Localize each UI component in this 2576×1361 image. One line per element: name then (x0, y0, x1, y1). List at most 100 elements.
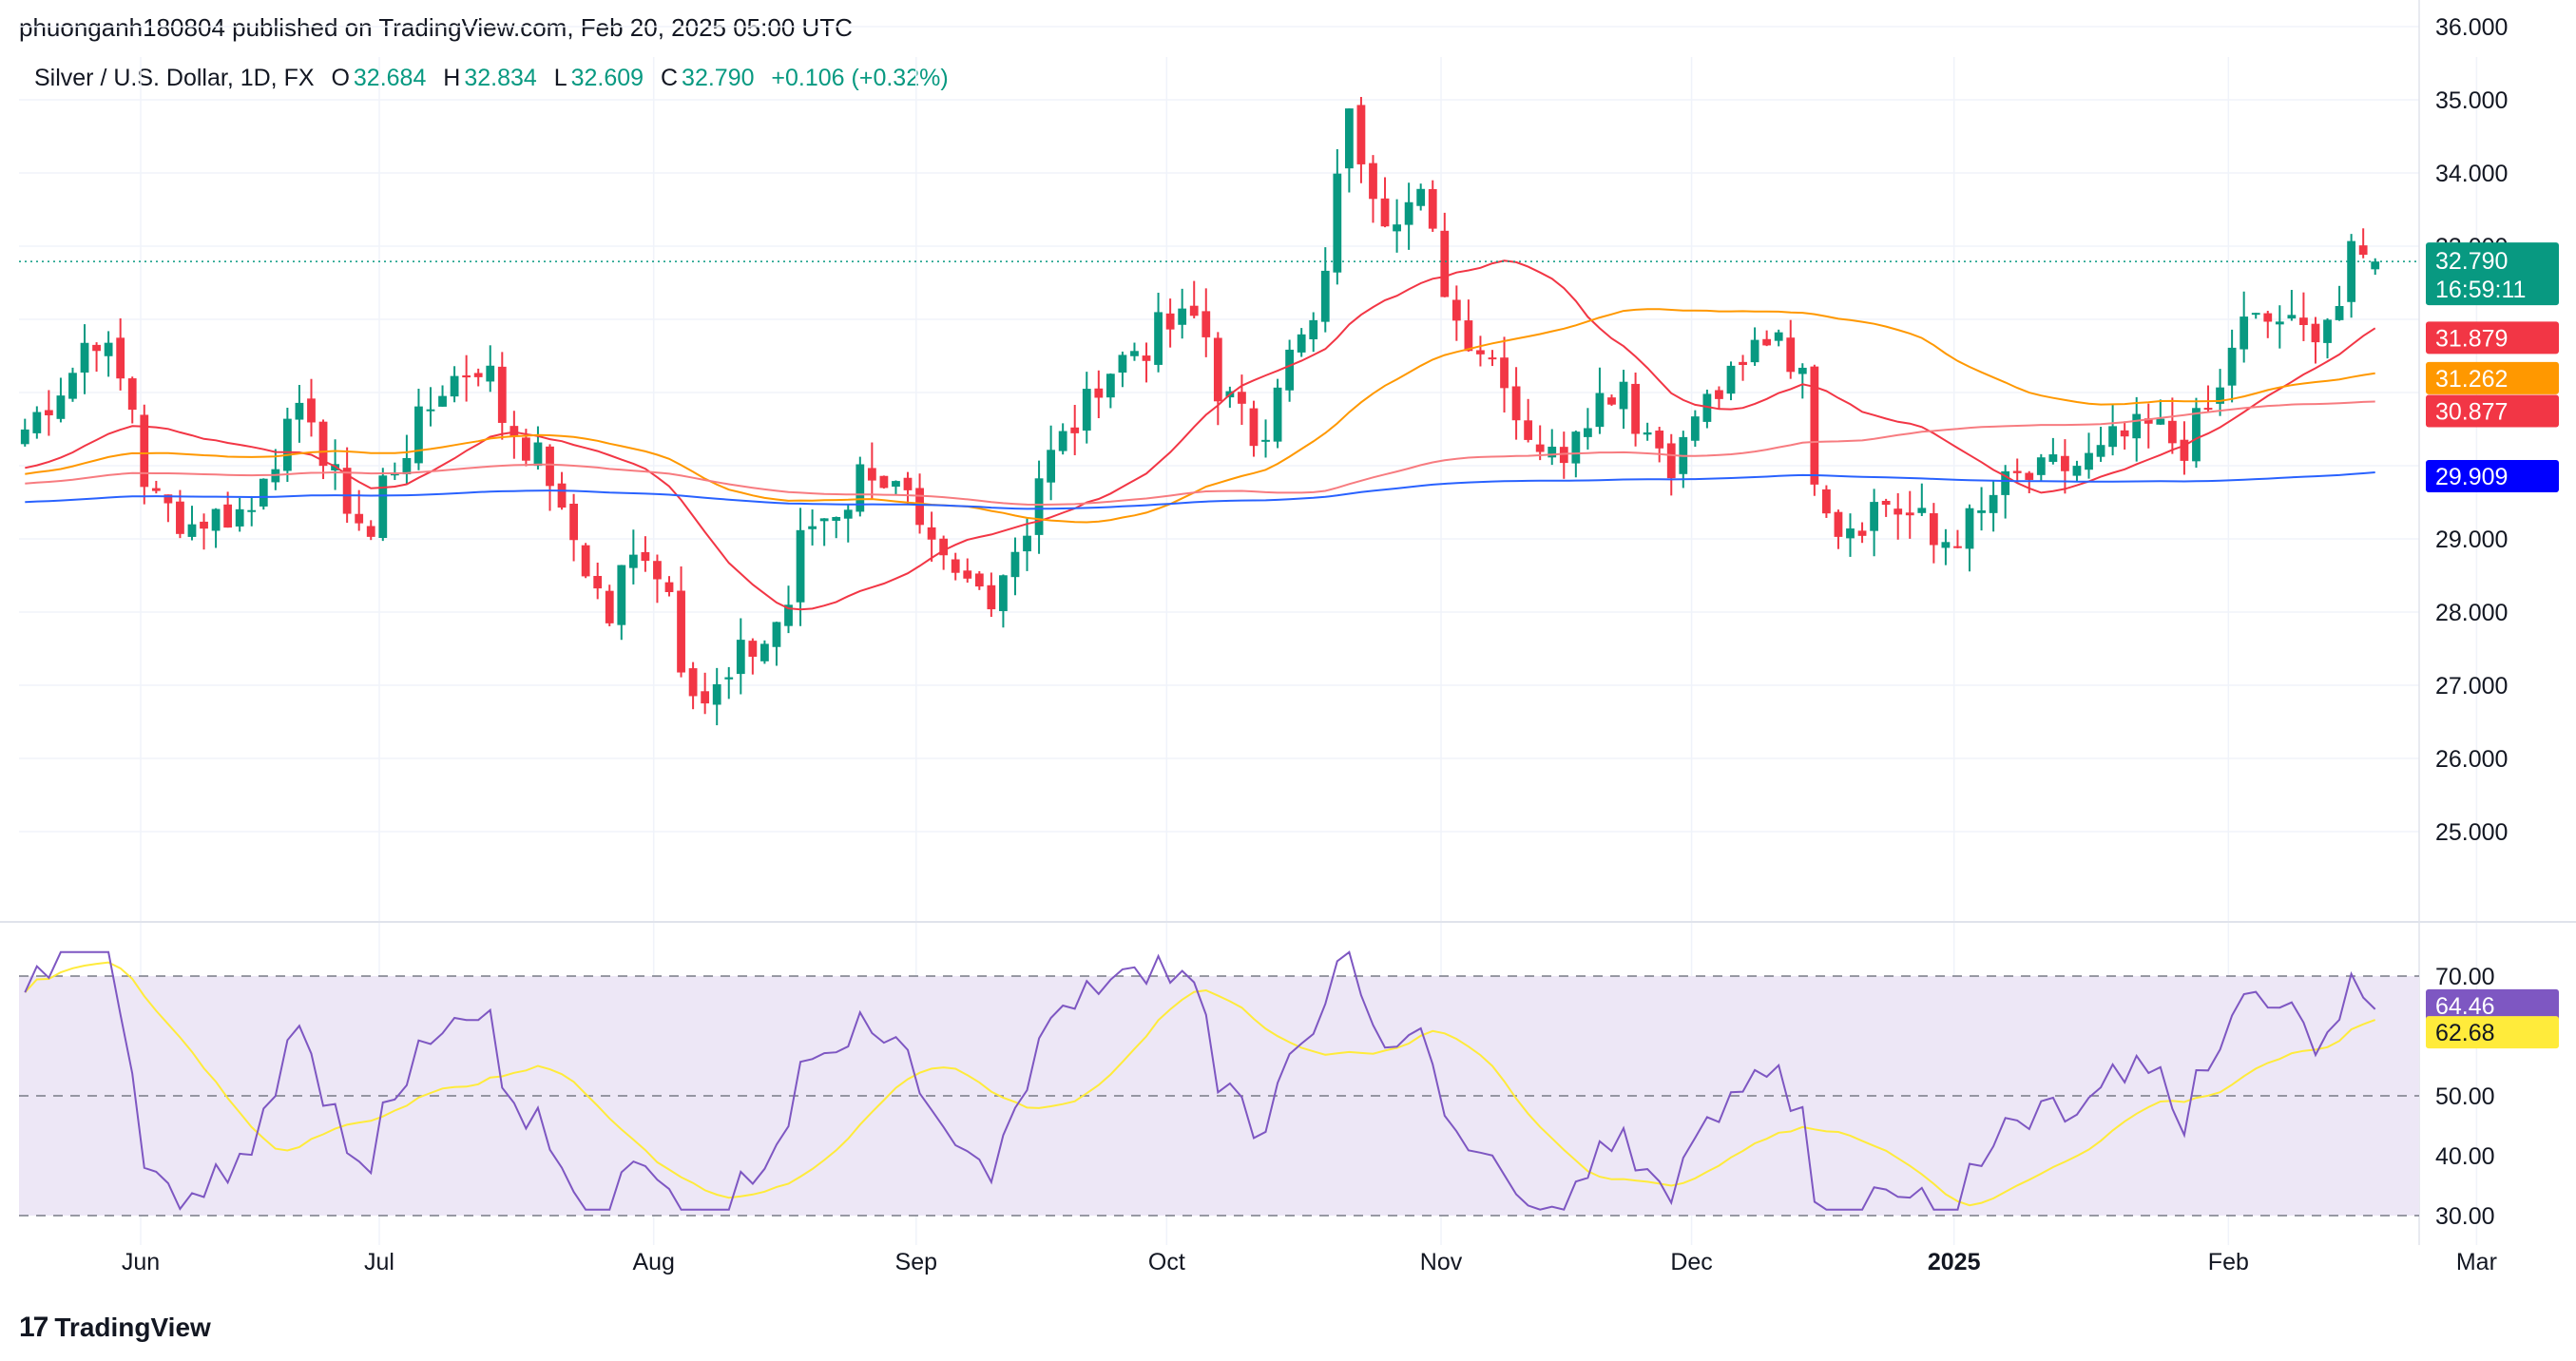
price-tick-label: 36.000 (2435, 14, 2508, 41)
candle-body (1047, 450, 1056, 483)
candle-body (247, 509, 257, 512)
candle-body (1165, 313, 1175, 330)
candle-body (939, 538, 949, 556)
candle-body (1726, 365, 1736, 394)
time-axis[interactable]: Jun Jul Aug Sep Oct Nov Dec 2025 Feb Mar (122, 1249, 2497, 1275)
candle-body (1130, 351, 1139, 356)
candle-body (176, 501, 184, 534)
candle-body (1762, 338, 1772, 346)
candle-body (1571, 431, 1581, 464)
candle-body (1643, 431, 1652, 435)
candle-body (1715, 390, 1723, 399)
candle-body (772, 622, 781, 647)
price-tick-label: 25.000 (2435, 819, 2508, 846)
candle-body (2143, 418, 2153, 424)
candle-body (1428, 188, 1437, 229)
candle-body (438, 395, 447, 407)
candle-body (879, 475, 889, 489)
candle-body (1010, 551, 1020, 578)
candle-body (808, 526, 817, 529)
candle-body (1404, 201, 1413, 225)
candle-body (951, 559, 960, 573)
candle-body (1524, 420, 1533, 440)
candle-body (187, 524, 197, 537)
candle-body (855, 464, 865, 512)
candle-body (712, 683, 721, 705)
countdown-tag: 16:59:11 (2435, 277, 2526, 303)
candle-body (701, 691, 710, 704)
last-price-tag: 32.790 (2435, 248, 2508, 275)
candle-body (1451, 299, 1461, 321)
candle-body (748, 641, 758, 658)
candle-body (2132, 413, 2142, 439)
candle-body (892, 481, 900, 488)
candle-body (653, 561, 662, 580)
candle-body (116, 337, 125, 379)
candle-body (1201, 311, 1211, 337)
candle-body (1834, 511, 1843, 537)
candle-body (1535, 444, 1545, 452)
candle-body (2311, 323, 2320, 343)
candle-body (1607, 397, 1616, 405)
candle-body (92, 344, 101, 352)
candle-body (235, 508, 244, 527)
candle-body (68, 373, 77, 399)
candle-body (867, 468, 876, 481)
candle-body (1476, 350, 1485, 355)
candle-body (1393, 224, 1401, 232)
candle-body (688, 668, 698, 697)
candle-body (1797, 367, 1807, 374)
candle-body (1189, 305, 1199, 316)
time-tick-label: Mar (2456, 1249, 2497, 1275)
candle-body (1965, 508, 1974, 549)
candle-body (473, 373, 483, 377)
candle-body (1344, 108, 1354, 169)
candle-body (1023, 535, 1031, 552)
ma-line-50 (25, 308, 2375, 524)
candle-body (1559, 447, 1568, 464)
rsi-band (19, 975, 2419, 1217)
candle-body (533, 442, 543, 467)
candle-body (295, 402, 304, 420)
publisher-line: phuonganh180804 published on TradingView… (19, 13, 853, 42)
moving-averages (19, 259, 2419, 611)
candle-body (1416, 188, 1426, 206)
candle-body (1595, 393, 1605, 428)
candle-body (1929, 513, 1938, 546)
candle-body (1857, 530, 1867, 536)
candle-body (987, 585, 996, 610)
candle-body (44, 410, 53, 415)
candle-body (140, 414, 149, 488)
candle-body (760, 643, 769, 661)
candle-body (2227, 347, 2237, 386)
candle-body (1488, 357, 1497, 360)
candle-body (378, 475, 388, 539)
candle-body (1690, 416, 1700, 441)
price-tick-label: 34.000 (2435, 161, 2508, 187)
rsi-tick-label: 50.00 (2435, 1083, 2495, 1110)
candle-body (2347, 240, 2356, 302)
candle-body (1822, 489, 1831, 514)
price-tick-label: 28.000 (2435, 600, 2508, 626)
candle-body (784, 604, 793, 626)
candle-body (1154, 312, 1163, 365)
candle-body (2036, 457, 2046, 475)
candle-body (318, 421, 328, 467)
candle-body (355, 513, 364, 524)
candle-body (2287, 315, 2297, 319)
tradingview-footer[interactable]: 17 TradingView (19, 1312, 211, 1344)
rsi-line (24, 950, 2376, 1211)
candle-body (163, 494, 173, 504)
price-tick-label: 29.000 (2435, 527, 2508, 553)
candle-body (1786, 337, 1796, 373)
candle-body (2203, 408, 2213, 411)
candle-body (927, 527, 936, 540)
high-value: 32.834 (464, 65, 537, 91)
symbol-name[interactable]: Silver / U.S. Dollar, 1D, FX (34, 65, 315, 91)
ma-mid-tag-bg (2426, 361, 2559, 394)
price-axis[interactable]: 36.00035.00034.00033.00029.00028.00027.0… (2435, 14, 2508, 1230)
candle-body (2096, 445, 2105, 457)
candle-body (2012, 470, 2022, 473)
ma-slow-tag: 30.877 (2435, 398, 2508, 425)
